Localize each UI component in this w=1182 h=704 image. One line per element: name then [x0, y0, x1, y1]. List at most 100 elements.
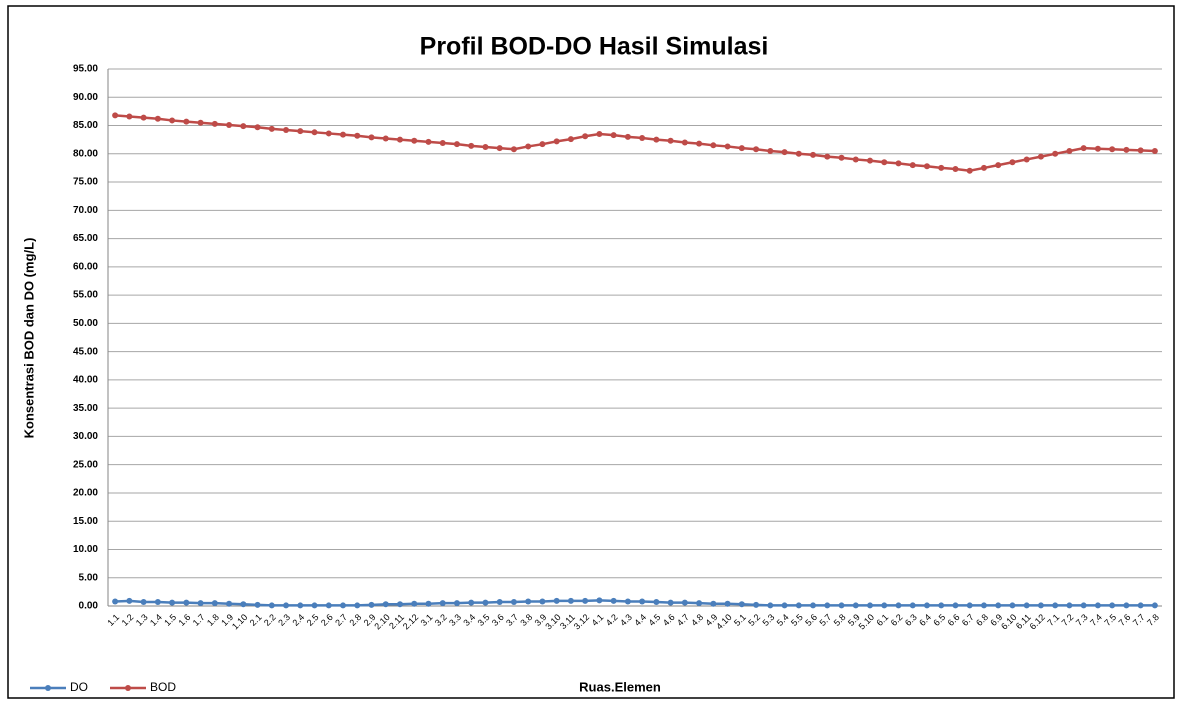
point	[795, 602, 802, 609]
y-tick-label: 90.00	[73, 92, 98, 103]
point	[1123, 146, 1130, 153]
point	[1023, 602, 1030, 609]
point	[468, 599, 475, 606]
point	[724, 600, 731, 607]
point	[653, 599, 660, 606]
point	[396, 601, 403, 608]
point	[226, 600, 233, 607]
point	[838, 602, 845, 609]
point	[980, 602, 987, 609]
point	[1023, 156, 1030, 163]
point	[995, 162, 1002, 169]
point	[211, 120, 218, 127]
point	[553, 597, 560, 604]
point	[1080, 145, 1087, 152]
point	[340, 131, 347, 138]
point	[824, 602, 831, 609]
point	[1080, 602, 1087, 609]
point	[169, 117, 176, 124]
y-tick-label: 65.00	[73, 233, 98, 244]
point	[154, 599, 161, 606]
point	[283, 127, 290, 134]
point	[738, 145, 745, 152]
point	[539, 598, 546, 605]
point	[169, 599, 176, 606]
point	[1009, 159, 1016, 166]
y-tick-label: 50.00	[73, 318, 98, 329]
point	[411, 137, 418, 144]
point	[596, 131, 603, 138]
point	[510, 599, 517, 606]
point	[553, 138, 560, 145]
point	[881, 602, 888, 609]
point	[952, 602, 959, 609]
point	[183, 599, 190, 606]
point	[639, 598, 646, 605]
point	[382, 135, 389, 142]
point	[411, 600, 418, 607]
point	[268, 602, 275, 609]
point	[496, 599, 503, 606]
point	[567, 136, 574, 143]
y-tick-label: 55.00	[73, 290, 98, 301]
point	[923, 602, 930, 609]
point	[624, 598, 631, 605]
point	[368, 134, 375, 141]
point	[909, 162, 916, 169]
point	[197, 119, 204, 126]
point	[482, 599, 489, 606]
point	[596, 597, 603, 604]
point	[696, 140, 703, 147]
y-tick-label: 25.00	[73, 459, 98, 470]
point	[154, 115, 161, 122]
point	[311, 602, 318, 609]
y-tick-label: 60.00	[73, 261, 98, 272]
legend-label: DO	[70, 680, 88, 694]
point	[1094, 145, 1101, 152]
point	[482, 144, 489, 151]
x-axis-title: Ruas.Elemen	[579, 679, 661, 694]
point	[510, 146, 517, 153]
point	[226, 121, 233, 128]
point	[582, 597, 589, 604]
point	[197, 600, 204, 607]
point	[582, 133, 589, 140]
point	[354, 602, 361, 609]
point	[923, 163, 930, 170]
point	[211, 600, 218, 607]
point	[824, 153, 831, 160]
point	[624, 133, 631, 140]
point	[1151, 602, 1158, 609]
point	[183, 118, 190, 125]
point	[838, 154, 845, 161]
point	[325, 602, 332, 609]
y-tick-label: 45.00	[73, 346, 98, 357]
point	[966, 602, 973, 609]
point	[781, 149, 788, 156]
point	[297, 602, 304, 609]
y-tick-label: 0.00	[79, 601, 99, 612]
point	[795, 150, 802, 157]
point	[710, 600, 717, 607]
point	[867, 157, 874, 164]
point	[895, 602, 902, 609]
y-axis-title: Konsentrasi BOD dan DO (mg/L)	[21, 238, 36, 439]
point	[767, 602, 774, 609]
point	[439, 600, 446, 607]
point	[539, 141, 546, 148]
legend-label: BOD	[150, 680, 176, 694]
point	[268, 125, 275, 132]
point	[1137, 147, 1144, 154]
y-tick-label: 10.00	[73, 544, 98, 555]
point	[810, 602, 817, 609]
y-tick-label: 20.00	[73, 488, 98, 499]
point	[425, 138, 432, 145]
chart-title: Profil BOD-DO Hasil Simulasi	[420, 33, 769, 61]
point	[1094, 602, 1101, 609]
y-tick-label: 95.00	[73, 64, 98, 75]
point	[112, 598, 119, 605]
y-tick-label: 75.00	[73, 177, 98, 188]
point	[980, 164, 987, 171]
point	[696, 600, 703, 607]
